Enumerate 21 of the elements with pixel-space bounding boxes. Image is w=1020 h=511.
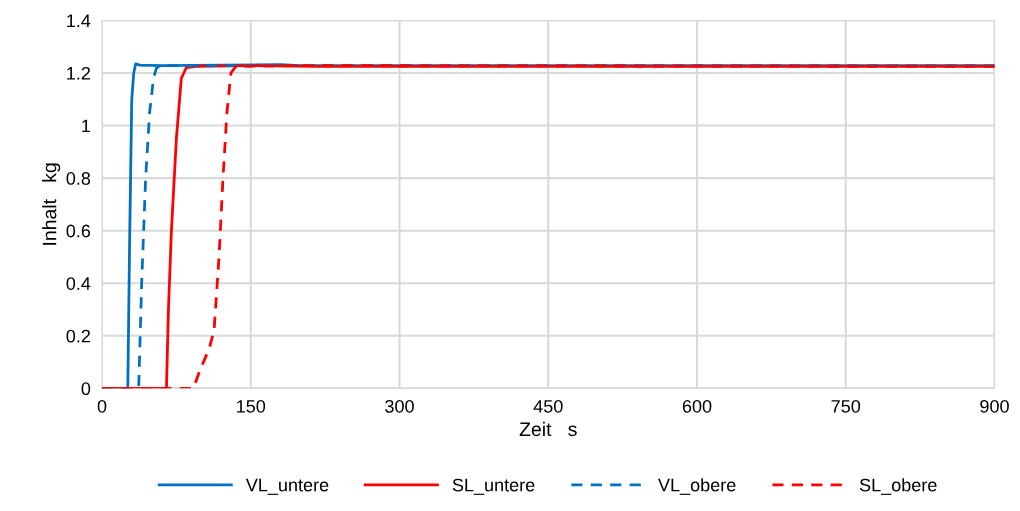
x-tick-label: 600 xyxy=(682,399,712,413)
x-tick-label: 0 xyxy=(97,399,107,413)
legend-label: SL_untere xyxy=(452,478,535,495)
legend-label: SL_obere xyxy=(859,478,937,495)
legend-label: VL_untere xyxy=(245,478,329,495)
x-tick-label: 450 xyxy=(533,399,563,413)
y-tick-label: 1.4 xyxy=(67,14,91,27)
y-axis-title: Inhalt kg xyxy=(42,163,61,245)
x-tick-label: 750 xyxy=(831,399,861,413)
x-tick-label: 150 xyxy=(237,399,266,413)
x-tick-label: 900 xyxy=(980,399,1009,413)
legend-label: VL_obere xyxy=(658,478,736,495)
x-axis-title: Zeit s xyxy=(519,421,577,437)
x-tick-label: 300 xyxy=(385,399,414,413)
y-tick-label: 0.8 xyxy=(66,172,91,185)
y-tick-label: 0.6 xyxy=(66,224,91,238)
y-tick-label: 0 xyxy=(81,382,91,396)
y-tick-label: 1 xyxy=(82,119,91,133)
y-tick-label: 1.2 xyxy=(67,66,90,80)
y-tick-label: 0.2 xyxy=(66,329,90,343)
y-tick-label: 0.4 xyxy=(66,277,91,290)
